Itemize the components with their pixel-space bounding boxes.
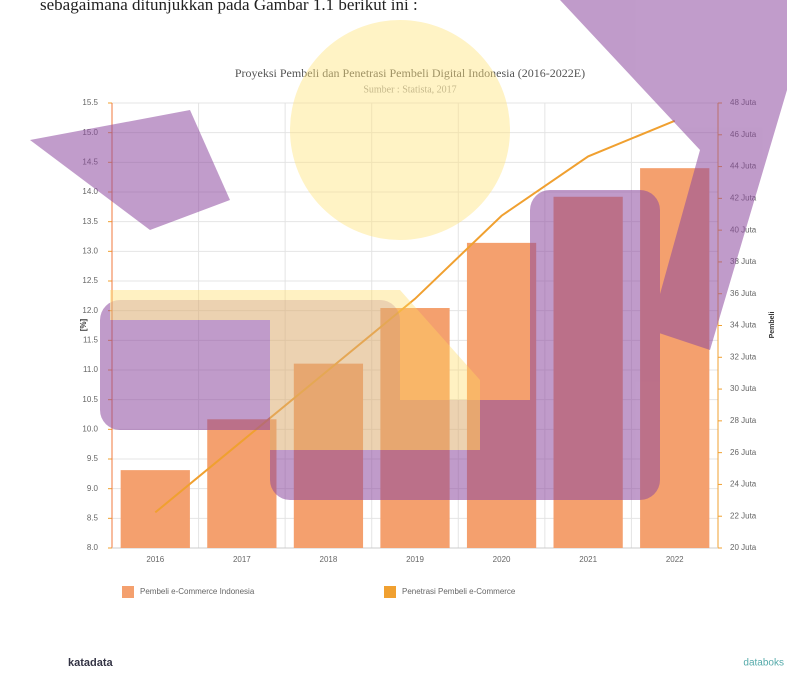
y2-tick-label: 30 Juta — [730, 384, 757, 393]
chart: sebagaimana ditunjukkan pada Gambar 1.1 … — [0, 0, 787, 673]
y-tick-label: 12.0 — [82, 306, 98, 315]
bar — [207, 419, 276, 548]
y-tick-label: 11.0 — [83, 365, 99, 374]
y-tick-label: 8.5 — [87, 513, 99, 522]
footer-brand: databoks — [743, 658, 784, 669]
y2-tick-label: 26 Juta — [730, 448, 757, 457]
x-tick-label: 2017 — [233, 555, 251, 564]
legend-label: Pembeli e-Commerce Indonesia — [140, 587, 255, 596]
y2-tick-label: 34 Juta — [730, 321, 757, 330]
legend-label: Penetrasi Pembeli e-Commerce — [402, 587, 516, 596]
y-tick-label: 13.5 — [82, 217, 98, 226]
y2-tick-label: 36 Juta — [730, 289, 757, 298]
footer-logo: katadata — [68, 657, 114, 669]
legend-swatch — [384, 586, 396, 598]
overlay-shape — [290, 20, 510, 240]
y2-tick-label: 20 Juta — [730, 543, 757, 552]
legend-swatch — [122, 586, 134, 598]
y2-axis-title: Pembeli — [769, 312, 776, 339]
x-tick-label: 2020 — [493, 555, 511, 564]
y2-tick-label: 28 Juta — [730, 416, 757, 425]
y-tick-label: 12.5 — [82, 276, 98, 285]
overlay-shape — [530, 190, 660, 500]
bar — [121, 470, 190, 548]
intro-text: sebagaimana ditunjukkan pada Gambar 1.1 … — [40, 0, 418, 14]
y-tick-label: 10.0 — [82, 424, 98, 433]
y-tick-label: 15.5 — [82, 98, 98, 107]
overlay-shape — [30, 110, 230, 230]
y2-tick-label: 24 Juta — [730, 480, 757, 489]
x-tick-label: 2019 — [406, 555, 424, 564]
y-tick-label: 9.5 — [87, 454, 99, 463]
y-tick-label: 10.5 — [82, 395, 98, 404]
x-tick-label: 2022 — [666, 555, 684, 564]
y-axis-title: [%] — [79, 318, 88, 331]
y2-tick-label: 22 Juta — [730, 511, 757, 520]
x-tick-label: 2021 — [579, 555, 597, 564]
page: sebagaimana ditunjukkan pada Gambar 1.1 … — [0, 0, 787, 673]
x-tick-label: 2018 — [320, 555, 338, 564]
y-tick-label: 13.0 — [82, 246, 98, 255]
y2-tick-label: 32 Juta — [730, 352, 757, 361]
y-tick-label: 8.0 — [87, 543, 99, 552]
y-tick-label: 11.5 — [83, 335, 99, 344]
x-tick-label: 2016 — [146, 555, 164, 564]
y-tick-label: 9.0 — [87, 484, 99, 493]
